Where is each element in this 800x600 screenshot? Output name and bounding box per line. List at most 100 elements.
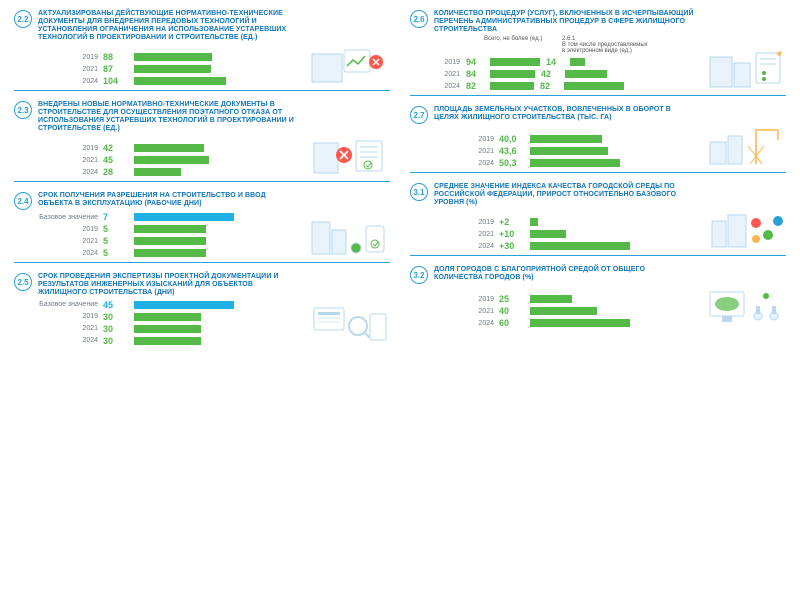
section-divider: [410, 172, 786, 173]
chart-block: 201940,0 202143,6 202450,3: [410, 126, 786, 168]
bar: [134, 325, 201, 333]
bar: [134, 156, 209, 164]
row-label: 2019: [434, 296, 494, 303]
section-divider: [14, 90, 390, 91]
section-header: 3.1 СРЕДНЕЕ ЗНАЧЕНИЕ ИНДЕКСА КАЧЕСТВА ГО…: [410, 183, 786, 207]
row-label: 2019: [434, 219, 494, 226]
row-label: 2019: [38, 226, 98, 233]
chart-row: 201930: [38, 312, 302, 322]
row-label: 2021: [434, 231, 494, 238]
bar-wrap: [134, 237, 206, 245]
chart-row: 2019 +2: [434, 217, 698, 227]
chart-row: 2024 60: [434, 318, 698, 328]
bar: [134, 65, 211, 73]
decorative-illustration: [706, 126, 786, 168]
section-badge: 2.5: [14, 273, 32, 291]
chart-row: 2021 +10: [434, 229, 698, 239]
decorative-illustration: [706, 49, 786, 91]
decorative-illustration: [310, 44, 390, 86]
row-value: 43,6: [499, 146, 525, 156]
chart-row: 20245: [38, 248, 302, 258]
bar-wrap: [530, 307, 597, 315]
chart-block: Базовое значение7 20195 20215 20245: [14, 212, 390, 258]
section-title: ВНЕДРЕНЫ НОВЫЕ НОРМАТИВНО-ТЕХНИЧЕСКИЕ ДО…: [38, 101, 298, 133]
row-value: 7: [103, 212, 129, 222]
bar: [134, 213, 234, 221]
row-label: 2024: [434, 320, 494, 327]
section-divider: [410, 95, 786, 96]
row-label: 2024: [420, 83, 460, 90]
section-divider: [14, 181, 390, 182]
chart-row: 2021 84 42: [420, 69, 698, 79]
bar-b: [564, 82, 624, 90]
section-badge: 3.2: [410, 266, 428, 284]
chart-row: 2024+30: [434, 241, 698, 251]
row-value: 5: [103, 224, 129, 234]
section-3-2: 3.2 ДОЛЯ ГОРОДОВ С БЛАГОПРИЯТНОЙ СРЕДОЙ …: [410, 266, 786, 328]
bar-wrap: [134, 337, 201, 345]
bar: [530, 230, 566, 238]
section-badge: 2.4: [14, 192, 32, 210]
row-value: 5: [103, 236, 129, 246]
chart-block: Всего, не более (ед.) 2.6.1В том числе п…: [410, 36, 786, 91]
bar: [530, 307, 597, 315]
row-value: 30: [103, 312, 129, 322]
chart-row: 202143,6: [434, 146, 698, 156]
row-label: 2021: [420, 71, 460, 78]
subheader-b: 2.6.1В том числе предоставляемых в элект…: [562, 36, 652, 54]
bar: [530, 319, 630, 327]
section-2-6: 2.6 КОЛИЧЕСТВО ПРОЦЕДУР (УСЛУГ), ВКЛЮЧЕН…: [410, 10, 786, 98]
bar: [134, 168, 181, 176]
row-value: 28: [103, 167, 129, 177]
bar-wrap: [530, 135, 602, 143]
dual-subheaders: Всего, не более (ед.) 2.6.1В том числе п…: [420, 36, 698, 54]
row-value-b: 82: [540, 81, 558, 91]
row-label: 2019: [420, 59, 460, 66]
row-label: 2024: [38, 78, 98, 85]
bar: [134, 249, 206, 257]
bar-wrap: [530, 295, 572, 303]
dual-bar-chart: Всего, не более (ед.) 2.6.1В том числе п…: [420, 36, 698, 91]
row-value: 60: [499, 318, 525, 328]
section-title: АКТУАЛИЗИРОВАНЫ ДЕЙСТВУЮЩИЕ НОРМАТИВНО-Т…: [38, 10, 298, 42]
bar-chart: Базовое значение7 20195 20215 20245: [38, 212, 302, 258]
row-value-b: 42: [541, 69, 559, 79]
bar-wrap: [530, 230, 566, 238]
section-badge: 2.7: [410, 106, 428, 124]
bar-wrap: [530, 242, 630, 250]
bar-chart: 201940,0 202143,6 202450,3: [434, 134, 698, 168]
row-label: 2021: [38, 157, 98, 164]
bar: [134, 337, 201, 345]
chart-block: 201942 202145 202428: [14, 135, 390, 177]
row-label: 2019: [38, 54, 98, 61]
bar-a: [490, 70, 535, 78]
row-label: Базовое значение: [38, 301, 98, 308]
section-badge: 2.2: [14, 10, 32, 28]
row-value-a: 94: [466, 57, 484, 67]
bar: [134, 144, 204, 152]
bar: [134, 237, 206, 245]
chart-row: 20215: [38, 236, 302, 246]
decorative-illustration: [706, 286, 786, 328]
row-label: 2024: [434, 160, 494, 167]
bar-wrap: [134, 249, 206, 257]
chart-row: 201942: [38, 143, 302, 153]
bar-wrap: [530, 319, 630, 327]
bar-wrap: [134, 53, 212, 61]
row-value: +10: [499, 229, 525, 239]
chart-row: 2019 94 14: [420, 57, 698, 67]
row-label: 2024: [38, 169, 98, 176]
row-value: 25: [499, 294, 525, 304]
section-title: СРОК ПОЛУЧЕНИЯ РАЗРЕШЕНИЯ НА СТРОИТЕЛЬСТ…: [38, 192, 298, 208]
bar-a: [490, 82, 534, 90]
section-header: 2.7 ПЛОЩАДЬ ЗЕМЕЛЬНЫХ УЧАСТКОВ, ВОВЛЕЧЕН…: [410, 106, 786, 124]
row-value: 30: [103, 336, 129, 346]
row-value: 42: [103, 143, 129, 153]
section-header: 3.2 ДОЛЯ ГОРОДОВ С БЛАГОПРИЯТНОЙ СРЕДОЙ …: [410, 266, 786, 284]
bar-wrap: [530, 218, 538, 226]
subheader-b-text: В том числе предоставляемых в электронно…: [562, 42, 648, 54]
section-2-3: 2.3 ВНЕДРЕНЫ НОВЫЕ НОРМАТИВНО-ТЕХНИЧЕСКИ…: [14, 101, 390, 184]
chart-row: 202130: [38, 324, 302, 334]
row-value: +2: [499, 217, 525, 227]
section-2-5: 2.5 СРОК ПРОВЕДЕНИЯ ЭКСПЕРТИЗЫ ПРОЕКТНОЙ…: [14, 273, 390, 345]
